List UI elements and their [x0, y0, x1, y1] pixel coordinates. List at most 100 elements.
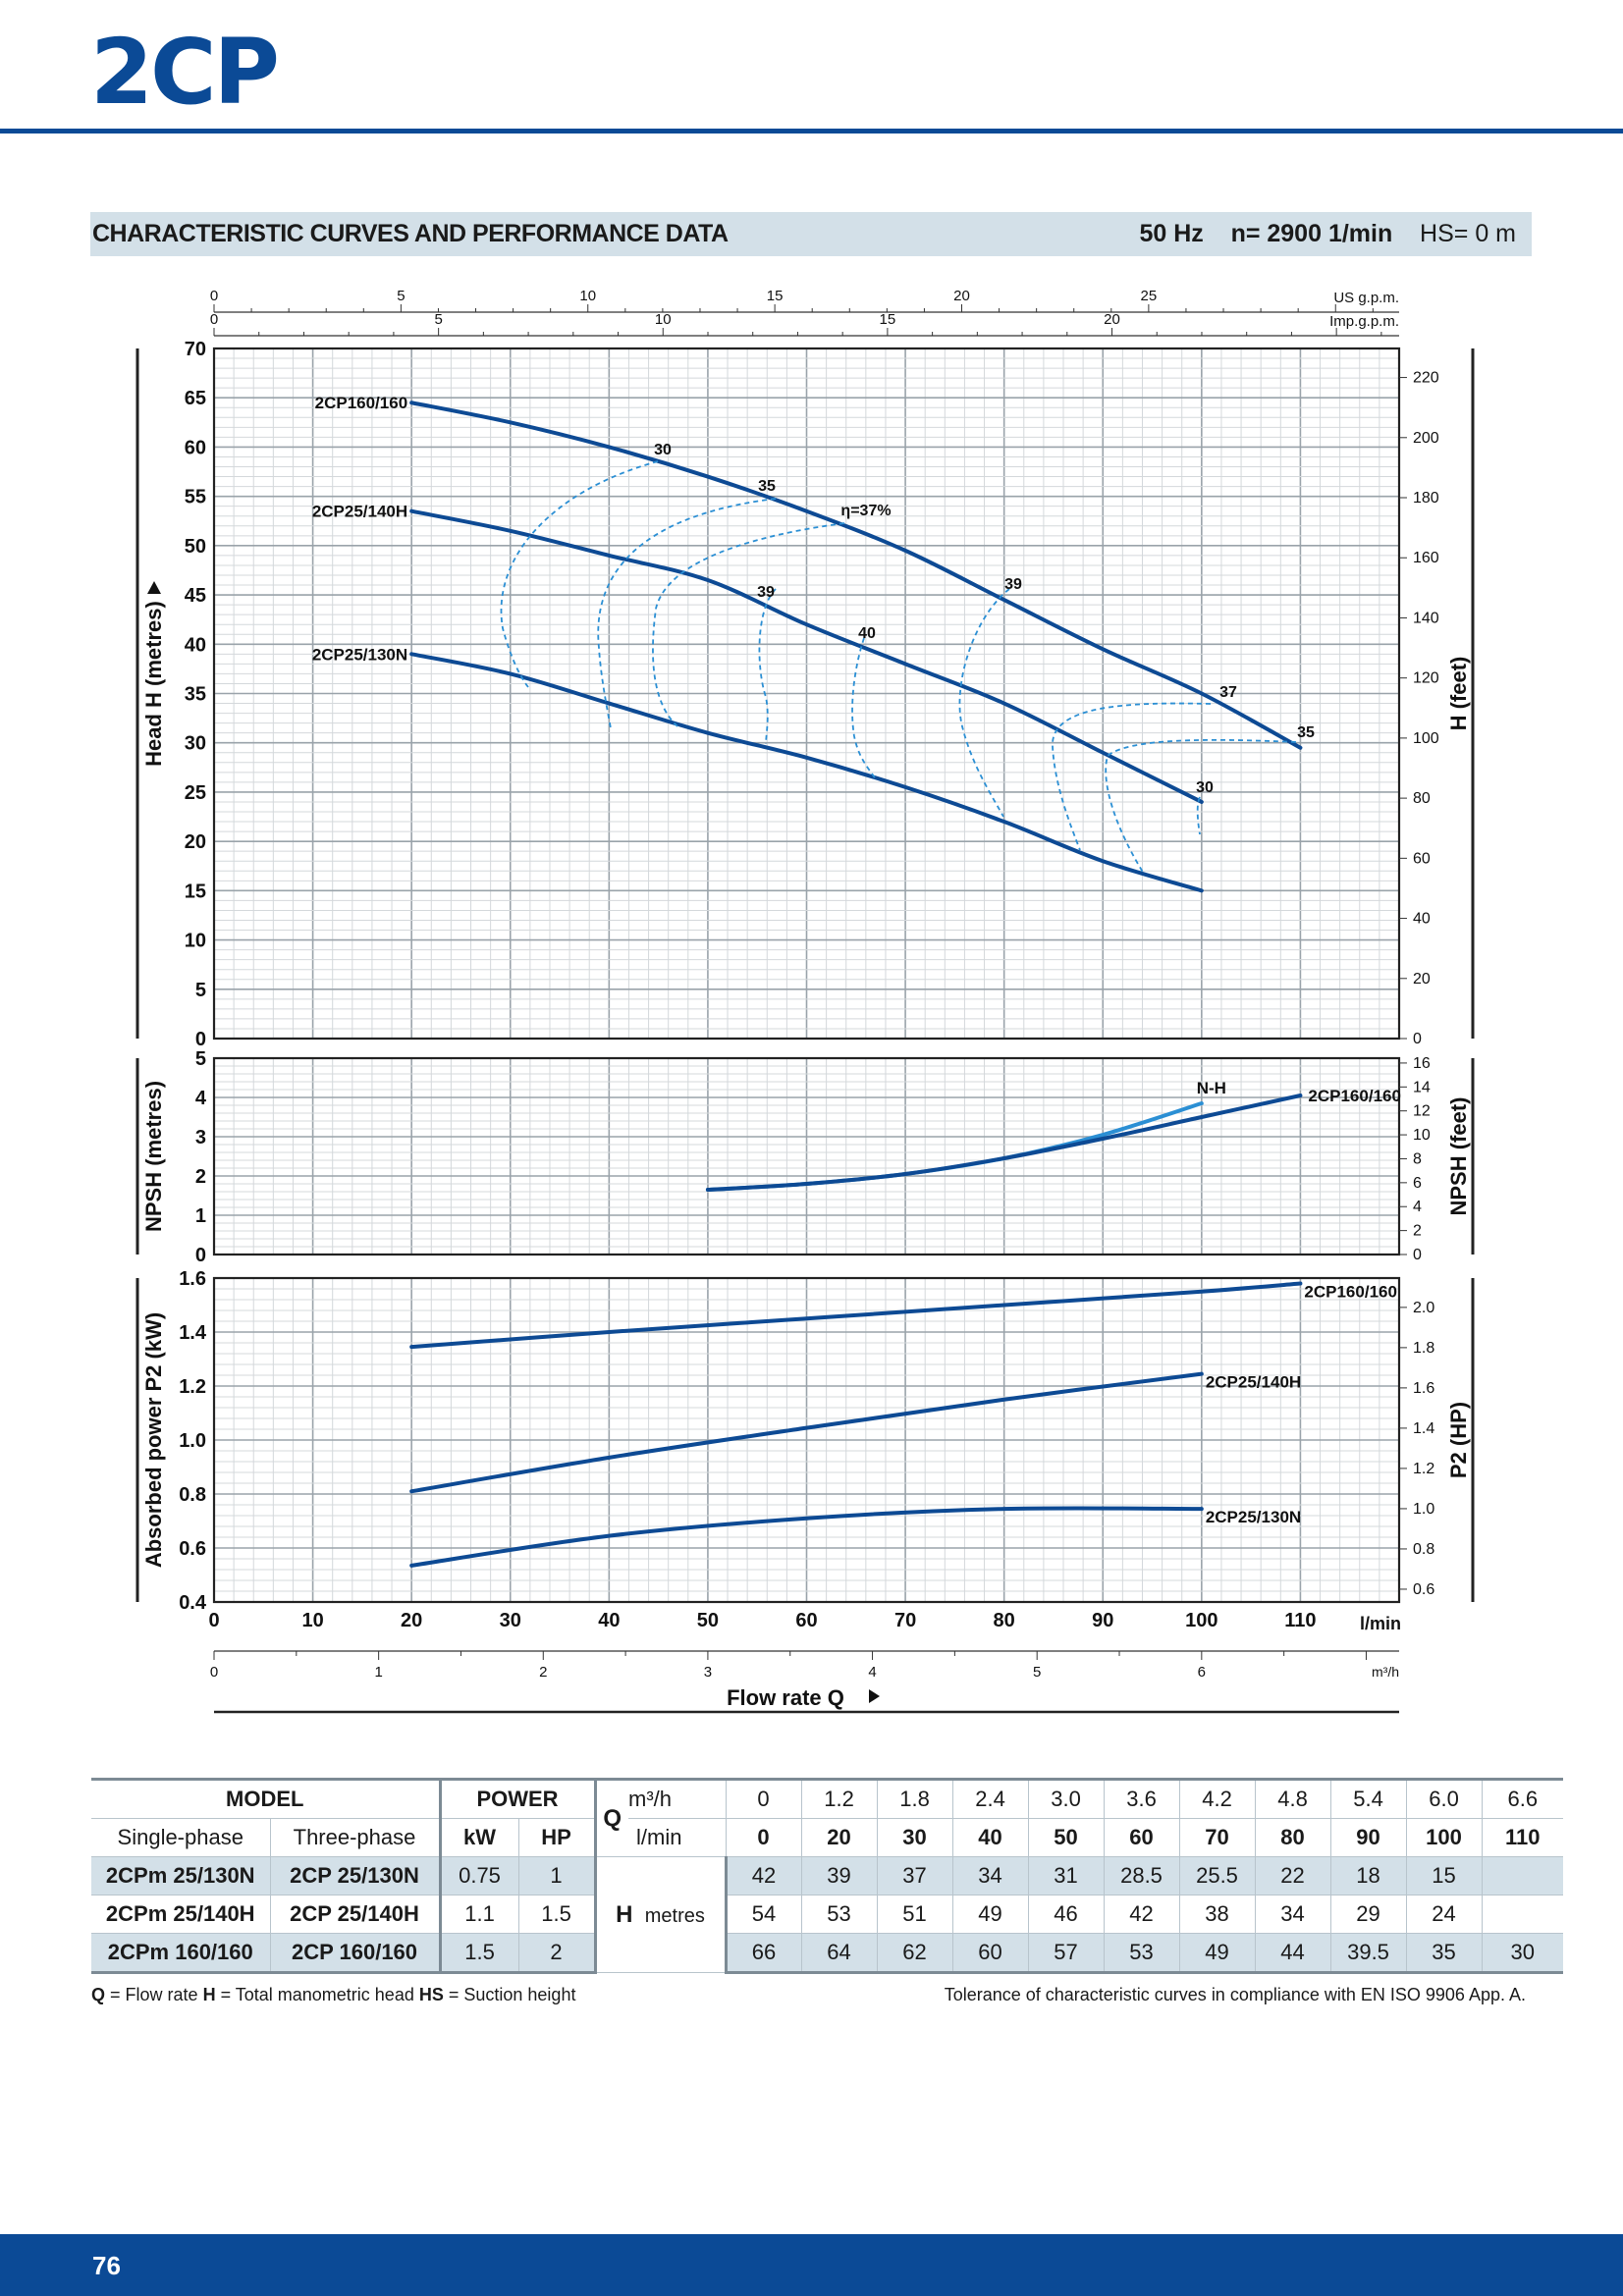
q-lmin-cell: 90 [1329, 1818, 1407, 1857]
efficiency-label: 40 [858, 625, 876, 642]
head-tick-label: 65 [185, 388, 206, 409]
q-m3h-cell: 6.0 [1405, 1778, 1483, 1819]
q-m3h-cell: 2.4 [951, 1778, 1029, 1819]
model-single: 2CPm 25/130N [91, 1856, 270, 1896]
power-kw: 0.75 [438, 1856, 519, 1896]
q-m3h-cell: 4.8 [1254, 1778, 1331, 1819]
head-curve-2CP25/140H [409, 508, 1204, 804]
power-kw: 1.5 [438, 1933, 519, 1974]
usgpm-tick-label: 25 [1141, 288, 1158, 304]
efficiency-iso-line [851, 637, 878, 781]
m3h-tick-label: 3 [704, 1664, 712, 1681]
model-single: 2CPm 160/160 [91, 1933, 270, 1974]
head-tick-label: 20 [185, 831, 206, 853]
efficiency-iso-line [597, 498, 777, 729]
efficiency-label: 35 [758, 478, 776, 495]
single-phase-header: Single-phase [91, 1818, 270, 1857]
power-tick-label: 1.6 [179, 1268, 206, 1290]
lmin-tick-label: 70 [894, 1610, 916, 1631]
lmin-tick-label: 90 [1092, 1610, 1113, 1631]
head-cell: 18 [1329, 1856, 1407, 1896]
npsh-axis-title: NPSH (metres) [141, 1081, 166, 1232]
m3h-unit: m³/h [1372, 1664, 1399, 1680]
q-m3h-cell: 3.0 [1027, 1778, 1105, 1819]
q-text: = Flow rate [105, 1985, 203, 2004]
head-cell: 34 [951, 1856, 1029, 1896]
npsh-curve-N-H [705, 1101, 1204, 1192]
feet-tick-label: 0 [1413, 1031, 1422, 1047]
head-tick-label: 55 [185, 487, 206, 508]
section-band: CHARACTERISTIC CURVES AND PERFORMANCE DA… [90, 212, 1532, 256]
head-cell: 49 [951, 1895, 1029, 1934]
model-three: 2CP 160/160 [269, 1933, 441, 1974]
usgpm-tick-label: 15 [767, 288, 784, 304]
q-lmin-cell: 100 [1405, 1818, 1483, 1857]
power-tick-label: 0.6 [179, 1538, 206, 1560]
head-cell: 64 [800, 1933, 878, 1974]
efficiency-label: 30 [1196, 779, 1214, 796]
head-tick-label: 30 [185, 733, 206, 755]
flow-arrow-icon [869, 1689, 880, 1703]
usgpm-tick-label: 5 [397, 288, 405, 304]
lmin-tick-label: 80 [994, 1610, 1015, 1631]
table-row: 2CPm 25/130N 2CP 25/130N 0.75 1 H metres… [91, 1856, 1564, 1973]
impgpm-tick-label: 10 [655, 311, 672, 328]
power-tick-label: 1.0 [179, 1430, 206, 1452]
hp-header: HP [517, 1818, 596, 1857]
model-three: 2CP 25/140H [269, 1895, 441, 1934]
performance-charts: 0 5 10 15 20 25 US g.p.m.0 5 10 15 20 Imp.g.p.m.051… [135, 288, 1475, 1714]
table-row: 2CPm 160/160 2CP 160/160 1.5 2 66 64 62 … [91, 1933, 1564, 1974]
feet-tick-label: 120 [1413, 670, 1439, 687]
head-axis-arrow-icon [147, 581, 161, 594]
npsh-feet-tick-label: 8 [1413, 1150, 1422, 1167]
npsh-feet-tick-label: 10 [1413, 1127, 1431, 1144]
head-tick-label: 35 [185, 684, 206, 706]
efficiency-iso-line [1196, 796, 1201, 835]
q-lmin-cell: 80 [1254, 1818, 1331, 1857]
efficiency-iso-line [1105, 738, 1297, 875]
head-cell: 44 [1254, 1933, 1331, 1974]
efficiency-iso-line [958, 588, 1010, 818]
feet-tick-label: 80 [1413, 790, 1431, 807]
q-key: Q [91, 1985, 106, 2004]
power-axis-title: Absorbed power P2 (kW) [141, 1312, 166, 1568]
power-hp: 2 [517, 1933, 596, 1974]
power-curve-2CP25/130N [409, 1506, 1204, 1568]
hp-tick-label: 1.6 [1413, 1380, 1434, 1397]
lmin-tick-label: 100 [1185, 1610, 1217, 1631]
hs-key: HS [418, 1985, 444, 2004]
hp-tick-label: 1.0 [1413, 1501, 1434, 1518]
head-tick-label: 10 [185, 931, 206, 952]
head-cell: 38 [1178, 1895, 1256, 1934]
h-unit-cell: H metres [593, 1856, 727, 1973]
impgpm-tick-label: 5 [434, 311, 442, 328]
power-curve-label: 2CP160/160 [1304, 1283, 1397, 1302]
efficiency-iso-line [758, 588, 777, 745]
frequency: 50 Hz [1139, 220, 1204, 247]
usgpm-tick-label: 0 [210, 288, 218, 304]
m3h-tick-label: 1 [374, 1664, 382, 1681]
lmin-tick-label: 60 [795, 1610, 817, 1631]
head-cell: 35 [1405, 1933, 1483, 1974]
efficiency-iso-line [652, 522, 845, 727]
lmin-tick-label: 10 [301, 1610, 323, 1631]
feet-axis-title: H (feet) [1446, 657, 1471, 731]
npsh-feet-tick-label: 14 [1413, 1079, 1431, 1095]
h-label: H [616, 1900, 633, 1928]
efficiency-label: 37 [1219, 684, 1237, 701]
efficiency-label: 30 [654, 442, 672, 458]
legend-notes: Q = Flow rate H = Total manometric head … [91, 1985, 575, 2005]
plot-frame [212, 1056, 1401, 1256]
head-cell: 25.5 [1178, 1856, 1256, 1896]
m3h-unit: m³/h [628, 1778, 727, 1819]
hp-axis-title: P2 (HP) [1446, 1402, 1471, 1478]
q-m3h-cell: 1.8 [876, 1778, 953, 1819]
q-header: Q [593, 1778, 629, 1857]
head-tick-label: 50 [185, 536, 206, 558]
feet-tick-label: 140 [1413, 610, 1439, 626]
q-m3h-cell: 4.2 [1178, 1778, 1256, 1819]
power-hp: 1 [517, 1856, 596, 1896]
head-cell: 42 [1103, 1895, 1180, 1934]
npsh-feet-tick-label: 4 [1413, 1199, 1422, 1215]
q-lmin-cell: 110 [1481, 1818, 1564, 1857]
